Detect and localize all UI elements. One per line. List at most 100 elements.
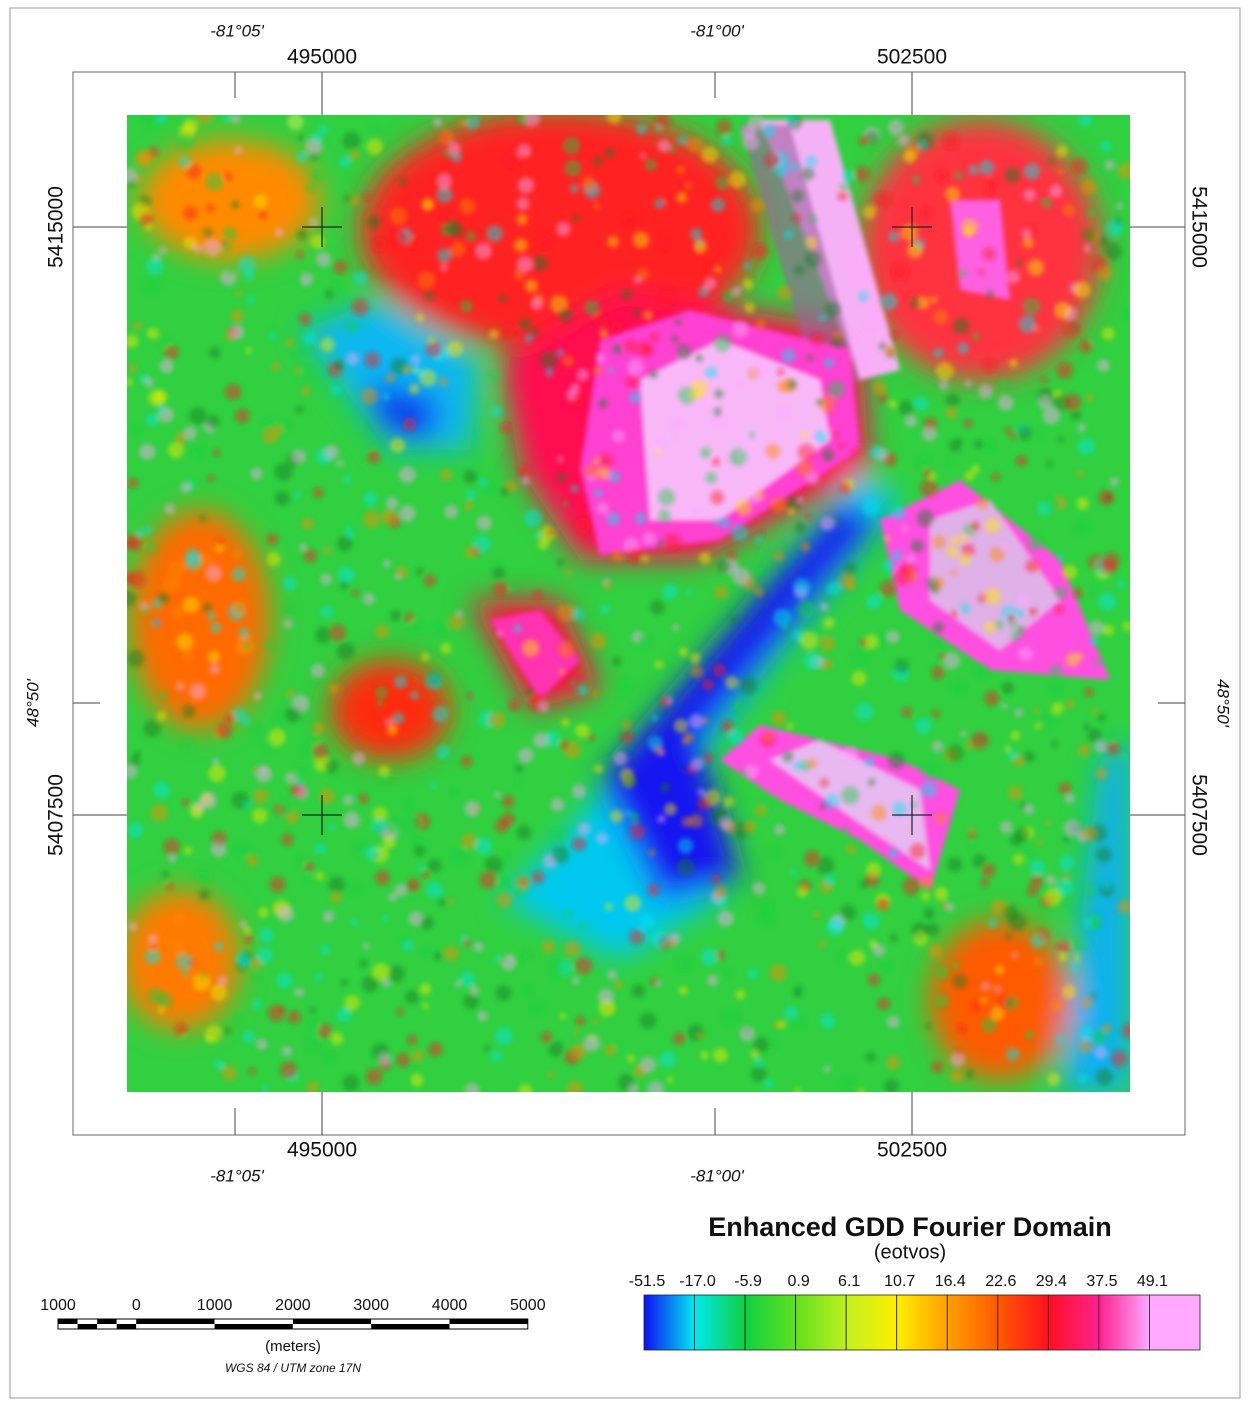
texture-dot: [658, 489, 675, 506]
texture-dot: [1082, 229, 1096, 243]
texture-dot: [517, 144, 531, 158]
texture-dot: [1044, 888, 1062, 906]
texture-dot: [320, 574, 331, 585]
texture-dot: [600, 605, 610, 615]
texture-dot: [437, 248, 452, 263]
texture-dot: [522, 639, 540, 657]
texture-dot: [130, 756, 140, 766]
texture-dot: [297, 229, 308, 240]
texture-dot: [461, 756, 473, 768]
texture-dot: [141, 109, 158, 126]
texture-dot: [931, 666, 944, 679]
texture-dot: [163, 575, 181, 593]
texture-dot: [1006, 1047, 1020, 1061]
texture-dot: [362, 976, 378, 992]
texture-dot: [910, 843, 926, 859]
texture-dot: [515, 764, 524, 773]
texture-dot: [1098, 236, 1109, 247]
texture-dot: [146, 413, 159, 426]
texture-dot: [1046, 875, 1056, 885]
texture-dot: [898, 400, 913, 415]
texture-dot: [428, 337, 434, 343]
texture-dot: [461, 833, 477, 849]
texture-dot: [805, 514, 811, 520]
texture-dot: [451, 789, 457, 795]
texture-dot: [677, 136, 687, 146]
texture-dot: [333, 359, 345, 371]
texture-dot: [1102, 327, 1115, 340]
texture-dot: [172, 912, 184, 924]
texture-dot: [123, 168, 138, 183]
texture-dot: [593, 203, 600, 210]
texture-dot: [1041, 197, 1052, 208]
texture-dot: [235, 841, 251, 857]
texture-dot: [438, 377, 448, 387]
texture-dot: [787, 508, 794, 515]
texture-dot: [363, 194, 370, 201]
texture-dot: [136, 529, 144, 537]
texture-dot: [699, 552, 711, 564]
texture-dot: [147, 934, 158, 945]
texture-dot: [719, 817, 732, 830]
texture-dot: [1035, 326, 1042, 333]
texture-dot: [183, 971, 189, 977]
texture-dot: [891, 263, 909, 281]
texture-dot: [1048, 497, 1061, 510]
texture-dot: [153, 782, 170, 799]
texture-dot: [139, 444, 155, 460]
texture-dot: [178, 156, 191, 169]
texture-dot: [1065, 794, 1075, 804]
texture-dot: [474, 807, 480, 813]
texture-dot: [436, 745, 450, 759]
texture-dot: [418, 271, 435, 288]
texture-dot: [207, 612, 216, 621]
texture-dot: [285, 338, 293, 346]
texture-dot: [375, 686, 388, 699]
texture-dot: [1098, 593, 1116, 611]
texture-dot: [418, 864, 424, 870]
texture-dot: [659, 1051, 676, 1068]
texture-dot: [1076, 497, 1089, 510]
texture-dot: [230, 325, 245, 340]
texture-dot: [386, 497, 398, 509]
texture-dot: [722, 1009, 739, 1026]
texture-dot: [758, 549, 765, 556]
texture-dot: [902, 707, 912, 717]
texture-dot: [232, 115, 241, 124]
texture-dot: [880, 293, 897, 310]
texture-dot: [233, 550, 242, 559]
texture-dot: [636, 123, 647, 134]
texture-dot: [212, 758, 219, 765]
texture-dot: [670, 416, 685, 431]
texture-dot: [123, 765, 137, 779]
texture-dot: [755, 536, 763, 544]
texture-dot: [974, 664, 988, 678]
texture-dot: [903, 877, 921, 895]
texture-dot: [598, 1000, 615, 1017]
texture-dot: [1028, 536, 1042, 550]
texture-dot: [935, 170, 948, 183]
texture-dot: [691, 391, 700, 400]
texture-dot: [922, 427, 937, 442]
texture-dot: [837, 191, 847, 201]
texture-dot: [918, 140, 927, 149]
texture-dot: [196, 107, 213, 124]
scale-segment: [78, 1324, 98, 1329]
texture-dot: [705, 366, 718, 379]
texture-dot: [1081, 826, 1096, 841]
texture-dot: [538, 701, 549, 712]
texture-dot: [676, 345, 691, 360]
texture-dot: [822, 659, 833, 670]
texture-dot: [484, 1045, 491, 1052]
texture-dot: [556, 349, 563, 356]
longitude-label: -81°00': [690, 1166, 744, 1185]
texture-dot: [852, 651, 869, 668]
texture-dot: [690, 652, 701, 663]
texture-dot: [244, 927, 251, 934]
texture-dot: [265, 745, 274, 754]
texture-dot: [238, 628, 249, 639]
texture-dot: [856, 702, 874, 720]
texture-dot: [1005, 427, 1012, 434]
colorbar-label: 6.1: [838, 1273, 860, 1290]
texture-dot: [1050, 665, 1063, 678]
